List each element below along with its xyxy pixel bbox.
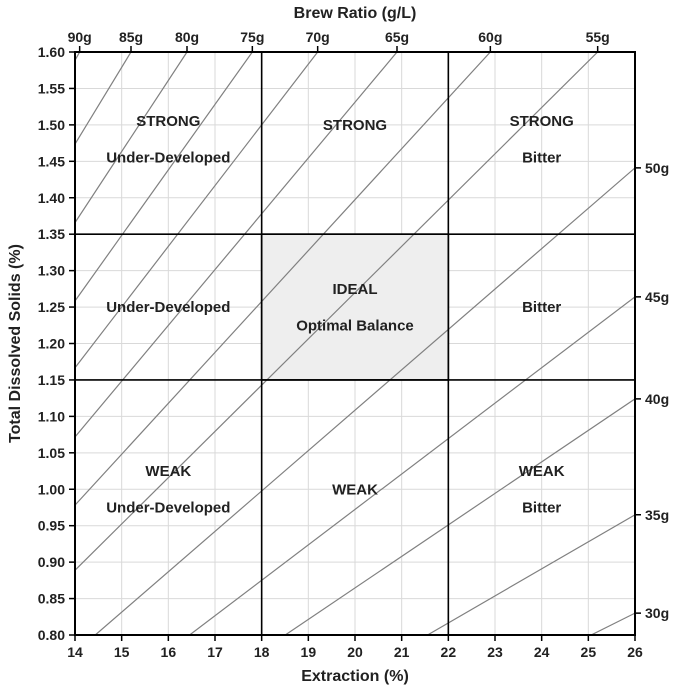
region-sublabel: Bitter bbox=[522, 299, 561, 316]
y-tick-label: 0.80 bbox=[38, 627, 65, 643]
x-tick-label: 21 bbox=[394, 644, 410, 660]
region-sublabel: Under-Developed bbox=[106, 150, 230, 167]
brew-ratio-top-label: 65g bbox=[385, 29, 409, 45]
y-tick-label: 1.20 bbox=[38, 336, 65, 352]
x-tick-label: 18 bbox=[254, 644, 270, 660]
brew-ratio-top-label: 75g bbox=[240, 29, 264, 45]
brew-ratio-top-label: 85g bbox=[119, 29, 143, 45]
region-label: STRONG bbox=[136, 113, 200, 130]
y-tick-label: 1.35 bbox=[38, 226, 65, 242]
x-tick-label: 16 bbox=[161, 644, 177, 660]
y-tick-label: 1.00 bbox=[38, 481, 65, 497]
x-tick-label: 17 bbox=[207, 644, 223, 660]
y-tick-label: 0.90 bbox=[38, 554, 65, 570]
brew-ratio-right-label: 40g bbox=[645, 391, 669, 407]
region-label: WEAK bbox=[145, 463, 191, 480]
y-axis-label: Total Dissolved Solids (%) bbox=[7, 244, 24, 443]
brew-ratio-right-label: 35g bbox=[645, 507, 669, 523]
top-axis-label: Brew Ratio (g/L) bbox=[294, 5, 417, 22]
x-tick-label: 15 bbox=[114, 644, 130, 660]
x-tick-label: 25 bbox=[581, 644, 597, 660]
brew-ratio-right-label: 50g bbox=[645, 160, 669, 176]
brew-ratio-top-label: 60g bbox=[478, 29, 502, 45]
region-label: WEAK bbox=[519, 463, 565, 480]
y-tick-label: 1.30 bbox=[38, 263, 65, 279]
y-tick-label: 1.60 bbox=[38, 44, 65, 60]
x-tick-label: 23 bbox=[487, 644, 503, 660]
region-sublabel: Bitter bbox=[522, 499, 561, 516]
region-label: STRONG bbox=[323, 117, 387, 134]
x-tick-label: 26 bbox=[627, 644, 643, 660]
brew-ratio-top-label: 70g bbox=[306, 29, 330, 45]
brew-ratio-top-label: 55g bbox=[586, 29, 610, 45]
chart-svg: 14 15 16 17 18 19 20 21 22 23 24 25 26 Extraction (%)… bbox=[0, 0, 675, 685]
region-label: WEAK bbox=[332, 481, 378, 498]
brew-control-chart: 14 15 16 17 18 19 20 21 22 23 24 25 26 Extraction (%)… bbox=[0, 0, 675, 685]
brew-ratio-top-label: 90g bbox=[68, 29, 92, 45]
y-tick-label: 1.05 bbox=[38, 445, 65, 461]
region-label: STRONG bbox=[510, 113, 574, 130]
region-sublabel: Under-Developed bbox=[106, 299, 230, 316]
brew-ratio-right-label: 30g bbox=[645, 605, 669, 621]
region-label: IDEAL bbox=[333, 281, 378, 298]
y-tick-label: 1.55 bbox=[38, 80, 65, 96]
y-tick-label: 1.15 bbox=[38, 372, 65, 388]
y-tick-label: 1.45 bbox=[38, 153, 65, 169]
x-tick-label: 20 bbox=[347, 644, 363, 660]
region-sublabel: Bitter bbox=[522, 150, 561, 167]
x-tick-label: 19 bbox=[301, 644, 317, 660]
x-tick-label: 22 bbox=[441, 644, 457, 660]
y-tick-label: 1.40 bbox=[38, 190, 65, 206]
region-sublabel: Optimal Balance bbox=[296, 317, 414, 334]
region-sublabel: Under-Developed bbox=[106, 499, 230, 516]
y-tick-label: 1.50 bbox=[38, 117, 65, 133]
brew-ratio-top-label: 80g bbox=[175, 29, 199, 45]
y-tick-label: 1.10 bbox=[38, 408, 65, 424]
brew-ratio-right-label: 45g bbox=[645, 289, 669, 305]
y-tick-label: 1.25 bbox=[38, 299, 65, 315]
x-tick-label: 14 bbox=[67, 644, 83, 660]
y-tick-label: 0.95 bbox=[38, 518, 65, 534]
x-tick-label: 24 bbox=[534, 644, 550, 660]
x-axis-label: Extraction (%) bbox=[301, 668, 409, 685]
y-tick-label: 0.85 bbox=[38, 591, 65, 607]
